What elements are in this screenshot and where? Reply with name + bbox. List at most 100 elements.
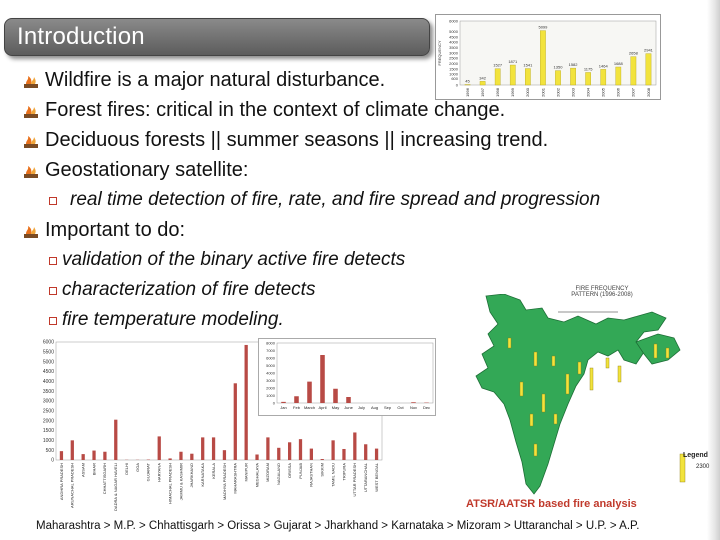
x-tick-label: 2004	[585, 87, 590, 97]
y-tick-label: 0	[273, 400, 276, 405]
value-label: 1350	[554, 65, 564, 70]
legend-swatch	[679, 453, 686, 483]
bar	[288, 442, 292, 460]
x-tick-label: JHARKHAND	[189, 463, 194, 488]
y-tick-label: 3000	[449, 50, 459, 55]
northeast-region-shape	[635, 333, 681, 365]
flame-bullet-icon	[24, 136, 38, 148]
x-tick-label: ASSAM	[81, 463, 86, 477]
flame-bullet-icon	[24, 226, 38, 238]
value-label: 5099	[538, 25, 548, 30]
bullet-deciduous: Deciduous forests || summer seasons || i…	[45, 129, 549, 151]
bar	[374, 448, 379, 460]
x-tick-label: Aug	[371, 405, 378, 410]
y-tick-label: 0	[51, 458, 54, 464]
y-tick-label: 4000	[449, 40, 459, 45]
bar	[585, 72, 591, 86]
x-tick-label: TAMIL NADU	[330, 463, 335, 487]
x-tick-label: Feb	[293, 405, 301, 410]
y-tick-label: 1000	[266, 393, 276, 398]
bar	[103, 451, 107, 460]
y-tick-label: 1000	[449, 72, 459, 77]
sub-bullet-temperature: fire temperature modeling.	[62, 309, 284, 330]
value-label: 45	[465, 79, 470, 84]
bar	[320, 355, 325, 403]
y-tick-label: 1500	[43, 428, 54, 434]
x-tick-label: March	[304, 405, 315, 410]
bar	[525, 68, 531, 86]
y-tick-label: 5000	[266, 363, 276, 368]
bar	[615, 66, 622, 86]
bar	[509, 64, 516, 86]
bar	[233, 383, 237, 460]
monthly-fire-chart: 0 1000 2000 3000 4000 5000 6000 7000 8000 Jan Feb M…	[258, 338, 436, 416]
flame-bullet-icon	[24, 76, 38, 88]
bar	[600, 69, 607, 86]
x-tick-label: June	[344, 405, 353, 410]
x-tick-label: MEGHALAYA	[254, 463, 259, 488]
bar	[266, 437, 270, 460]
y-tick-label: 4000	[43, 379, 54, 385]
x-tick-label: UTTAR PRADESH	[352, 463, 357, 497]
x-tick-label: ARUNACHAL PRADESH	[70, 463, 75, 508]
bar	[411, 402, 416, 403]
value-label: 1871	[508, 59, 518, 64]
y-tick-label: 2500	[449, 56, 459, 61]
x-tick-label: ORISSA	[287, 463, 292, 478]
sub-bullet-validation: validation of the binary active fire det…	[62, 249, 406, 270]
value-label: 1175	[584, 66, 593, 71]
y-tick-label: 1000	[43, 438, 54, 444]
state-ranking-footer: Maharashtra > M.P. > Chhattisgarh > Oris…	[36, 520, 640, 532]
value-label: 1688	[614, 61, 624, 66]
bar	[201, 437, 205, 460]
x-tick-label: GUJARAT	[146, 462, 151, 481]
x-tick-label: 2000	[525, 87, 530, 97]
bar	[307, 381, 312, 403]
x-tick-label: 2003	[570, 87, 575, 97]
bar	[479, 81, 486, 86]
bullet-geostationary: Geostationary satellite:	[45, 159, 249, 181]
y-axis-label: FREQUENCY	[437, 40, 442, 65]
bar	[320, 459, 324, 460]
bar	[555, 70, 561, 86]
slide-title: Introduction	[17, 23, 145, 50]
y-tick-label: 3500	[43, 389, 54, 395]
bar	[92, 450, 96, 460]
x-tick-label: 2002	[555, 87, 560, 97]
y-tick-label: 2000	[449, 61, 459, 66]
map-title: FIRE FREQUENCY PATTERN (1996-2008)	[571, 286, 633, 298]
bar	[59, 451, 64, 460]
x-tick-label: DADRA & NAGAR HAVELI	[113, 463, 118, 511]
x-tick-label: HIMACHAL PRADESH	[167, 463, 172, 504]
value-label: 2941	[644, 48, 654, 53]
y-tick-label: 3000	[43, 399, 54, 405]
y-tick-label: 5500	[43, 350, 54, 356]
y-tick-label: 5000	[43, 359, 54, 365]
title-bar: Introduction	[4, 18, 430, 56]
x-tick-label: MADHYA PRADESH	[222, 463, 227, 500]
bullet-important: Important to do:	[45, 219, 186, 241]
bar	[114, 419, 118, 460]
x-tick-label: Jan	[280, 405, 286, 410]
x-tick-label: DELHI	[124, 463, 129, 475]
x-tick-label: BIHAR	[91, 463, 96, 475]
y-tick-label: 4000	[266, 370, 276, 375]
bar	[244, 344, 248, 460]
y-tick-label: 3500	[449, 45, 459, 50]
x-tick-label: PUNJAB	[298, 463, 303, 479]
bar	[645, 53, 652, 86]
square-sub-bullet-icon	[49, 287, 57, 295]
bar	[190, 453, 194, 460]
x-tick-label: ANDHRA PRADESH	[59, 463, 64, 500]
map-legend-label: Legend	[683, 452, 708, 459]
x-tick-label: MAHARASHTRA	[233, 463, 238, 494]
y-tick-label: 2000	[266, 385, 276, 390]
x-tick-label: Dec	[423, 405, 430, 410]
plot-area	[276, 342, 434, 404]
fire-frequency-markers	[507, 337, 670, 457]
x-tick-label: KARNATAKA	[200, 463, 205, 487]
x-tick-label: 1997	[480, 87, 485, 97]
y-tick-label: 2000	[43, 418, 54, 424]
y-tick-label: 3000	[266, 378, 276, 383]
value-label: 342	[479, 75, 486, 80]
